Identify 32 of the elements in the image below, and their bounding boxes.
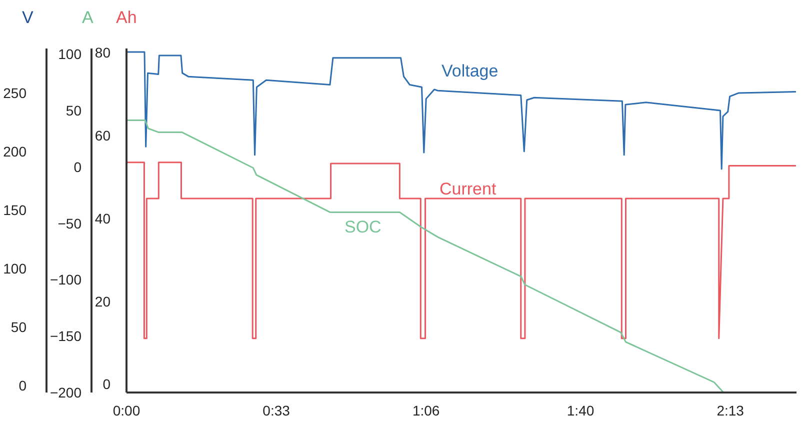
y3-tick-label: 20: [94, 293, 111, 310]
series-label: SOC: [344, 218, 382, 236]
x-tick-label: 2:13: [716, 402, 744, 418]
y-tick-label: 100: [3, 260, 27, 276]
x-tick-label: 0:00: [112, 402, 140, 418]
x-tick-label: 1:40: [566, 402, 594, 418]
y3-tick-label: 40: [94, 210, 111, 226]
y2-tick-label: −200: [50, 384, 82, 400]
x-tick-label: 1:06: [412, 402, 440, 418]
y3-tick-label: 0: [102, 376, 111, 392]
y2-tick-label: 50: [66, 102, 82, 119]
line-series: [126, 51, 796, 170]
y2-tick-label: 0: [74, 158, 82, 175]
line-series: [126, 162, 796, 340]
y3-tick-label: 60: [94, 128, 111, 144]
y-tick-label: 250: [3, 84, 27, 101]
y2-tick-label: 100: [58, 46, 82, 62]
series-label: Current: [440, 180, 496, 198]
y3-tick-label: 80: [94, 44, 111, 61]
x-tick-label: 0:33: [262, 402, 290, 418]
y-tick-label: 0: [18, 377, 27, 394]
y2-axis-title: A: [82, 7, 94, 29]
y-axis-title: V: [22, 7, 34, 29]
y2-tick-label: −100: [50, 272, 82, 288]
y-tick-label: 200: [3, 143, 27, 160]
y2-tick-label: −150: [50, 328, 82, 344]
y-tick-label: 50: [10, 318, 27, 335]
y2-tick-label: −50: [58, 215, 82, 232]
y-tick-label: 150: [3, 202, 27, 218]
series-label: Voltage: [442, 62, 498, 80]
y3-axis-title: Ah: [116, 7, 137, 29]
line-series: [126, 119, 724, 392]
